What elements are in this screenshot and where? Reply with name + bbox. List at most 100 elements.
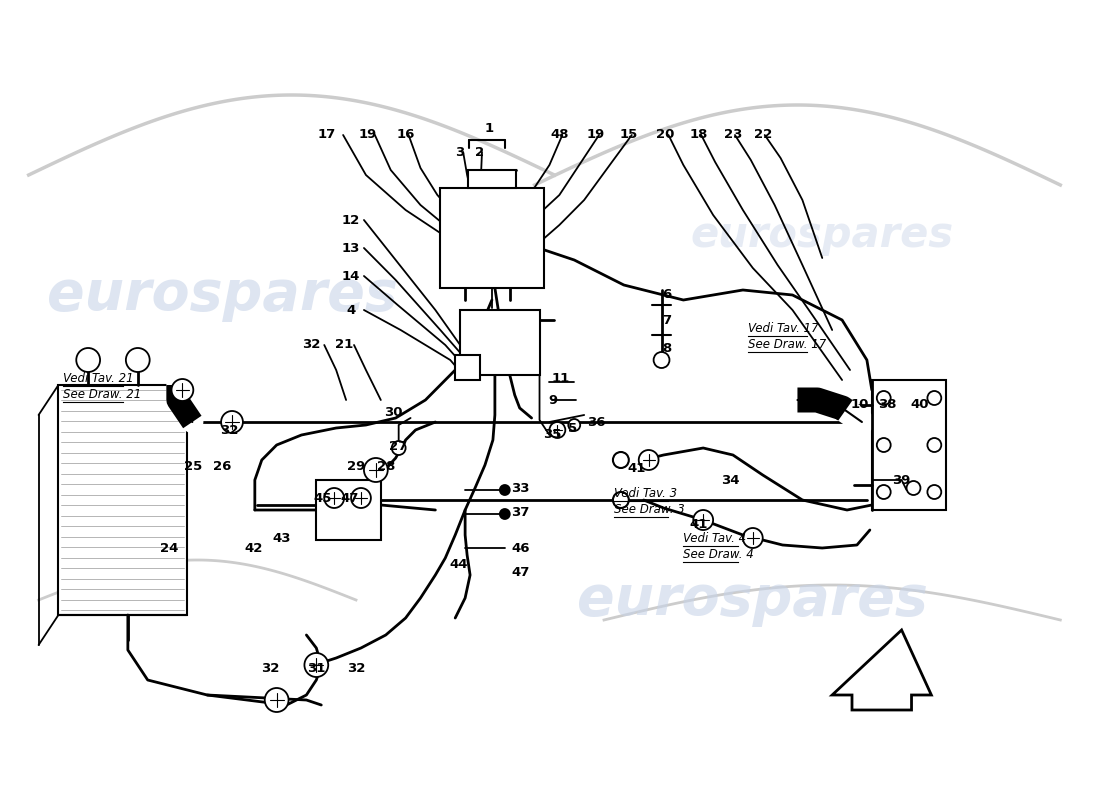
Circle shape — [265, 688, 288, 712]
Text: 2: 2 — [475, 146, 485, 158]
Text: 21: 21 — [336, 338, 353, 351]
Text: 40: 40 — [910, 398, 928, 410]
Text: 32: 32 — [262, 662, 279, 674]
Text: 36: 36 — [586, 415, 605, 429]
Text: 32: 32 — [346, 662, 365, 674]
Text: 6: 6 — [662, 289, 671, 302]
Text: Vedi Tav. 17: Vedi Tav. 17 — [748, 322, 818, 335]
Text: 47: 47 — [341, 491, 360, 505]
Circle shape — [877, 438, 891, 452]
Text: 22: 22 — [754, 129, 772, 142]
Text: See Draw. 4: See Draw. 4 — [683, 548, 755, 561]
Text: See Draw. 17: See Draw. 17 — [748, 338, 826, 351]
Circle shape — [877, 485, 891, 499]
Text: 12: 12 — [342, 214, 360, 226]
Circle shape — [653, 352, 670, 368]
Text: 5: 5 — [568, 422, 576, 434]
Text: Vedi Tav. 3: Vedi Tav. 3 — [614, 487, 678, 500]
Text: 29: 29 — [346, 459, 365, 473]
Text: 11: 11 — [551, 371, 570, 385]
Circle shape — [927, 485, 942, 499]
Text: 25: 25 — [184, 459, 202, 473]
Text: 20: 20 — [657, 129, 674, 142]
Text: 4: 4 — [346, 303, 355, 317]
Circle shape — [927, 391, 942, 405]
Text: 13: 13 — [342, 242, 360, 254]
Text: 34: 34 — [720, 474, 739, 486]
Text: 46: 46 — [512, 542, 530, 554]
Bar — [58, 385, 187, 615]
Circle shape — [324, 488, 344, 508]
Text: 26: 26 — [213, 459, 231, 473]
Bar — [440, 188, 544, 288]
Text: 43: 43 — [273, 531, 290, 545]
Text: 7: 7 — [662, 314, 671, 326]
Text: 44: 44 — [450, 558, 469, 571]
Circle shape — [351, 488, 371, 508]
Text: 9: 9 — [549, 394, 558, 406]
Circle shape — [877, 391, 891, 405]
Circle shape — [906, 481, 921, 495]
Text: 45: 45 — [314, 491, 331, 505]
Circle shape — [125, 348, 150, 372]
Text: 42: 42 — [244, 542, 263, 554]
Text: eurospares: eurospares — [46, 268, 397, 322]
Text: 10: 10 — [850, 398, 869, 410]
Circle shape — [172, 379, 194, 401]
Text: 14: 14 — [342, 270, 360, 282]
Circle shape — [639, 450, 659, 470]
Bar — [455, 355, 480, 380]
Text: 48: 48 — [550, 129, 569, 142]
Circle shape — [927, 438, 942, 452]
Circle shape — [221, 411, 243, 433]
Text: 35: 35 — [543, 429, 562, 442]
Circle shape — [742, 528, 762, 548]
Text: eurospares: eurospares — [691, 214, 954, 256]
Circle shape — [549, 422, 565, 438]
Text: 33: 33 — [512, 482, 530, 494]
Text: 8: 8 — [662, 342, 671, 354]
Text: 41: 41 — [628, 462, 646, 474]
Bar — [872, 380, 946, 510]
Text: 3: 3 — [455, 146, 465, 158]
Text: 28: 28 — [376, 459, 395, 473]
Circle shape — [613, 492, 629, 508]
Text: Vedi Tav. 4: Vedi Tav. 4 — [683, 532, 747, 545]
Circle shape — [364, 458, 388, 482]
Circle shape — [569, 419, 580, 431]
Text: 19: 19 — [587, 129, 605, 142]
Text: 38: 38 — [879, 398, 896, 410]
Bar — [317, 480, 381, 540]
Text: Vedi Tav. 21: Vedi Tav. 21 — [64, 372, 134, 385]
Text: 17: 17 — [317, 129, 336, 142]
Text: 24: 24 — [161, 542, 178, 554]
Text: 37: 37 — [512, 506, 530, 518]
Text: 30: 30 — [385, 406, 403, 419]
Text: 32: 32 — [220, 423, 239, 437]
Text: 31: 31 — [307, 662, 326, 674]
Text: See Draw. 21: See Draw. 21 — [64, 388, 142, 401]
Polygon shape — [833, 630, 932, 710]
Text: eurospares: eurospares — [578, 573, 928, 627]
Circle shape — [499, 509, 509, 519]
Text: 27: 27 — [388, 439, 407, 453]
Circle shape — [76, 348, 100, 372]
Text: 19: 19 — [359, 129, 377, 142]
Bar — [469, 170, 516, 188]
Text: See Draw. 3: See Draw. 3 — [614, 503, 684, 516]
Text: 47: 47 — [512, 566, 530, 578]
Text: 16: 16 — [396, 129, 415, 142]
Text: 18: 18 — [690, 129, 708, 142]
Circle shape — [613, 452, 629, 468]
Circle shape — [499, 485, 509, 495]
Text: 39: 39 — [892, 474, 911, 486]
Text: 41: 41 — [689, 518, 707, 531]
Text: 23: 23 — [724, 129, 743, 142]
Text: 15: 15 — [619, 129, 638, 142]
Text: 32: 32 — [302, 338, 320, 351]
Circle shape — [693, 510, 713, 530]
Text: 1: 1 — [484, 122, 494, 134]
Circle shape — [392, 441, 406, 455]
Bar — [460, 310, 539, 375]
Circle shape — [305, 653, 328, 677]
